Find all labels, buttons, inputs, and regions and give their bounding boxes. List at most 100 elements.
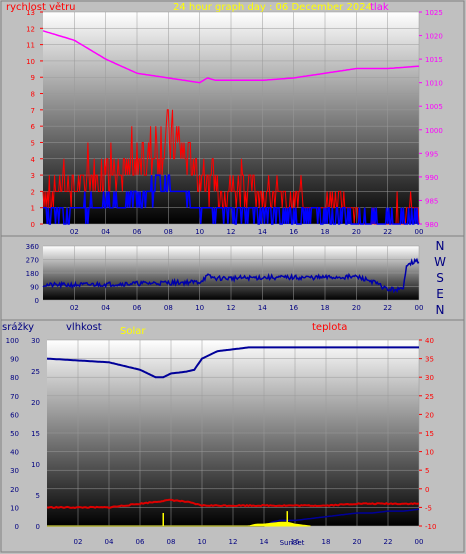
lower-x-tick-label: 04 [105, 538, 114, 546]
rain-y-tick-label: 10 [10, 504, 19, 512]
direction-x-tick-label: 06 [133, 304, 142, 312]
direction-x-tick-label: 10 [195, 304, 204, 312]
wind-gust-line [42, 109, 420, 225]
pressure-y-tick-label: 995 [425, 150, 438, 158]
lower-x-tick-label: 14 [260, 538, 269, 546]
humidity-y-tick-label: 25 [31, 368, 40, 376]
humidity-line [46, 346, 419, 379]
rain-y-tick-label: 80 [10, 374, 19, 382]
direction-x-tick-label: 18 [321, 304, 330, 312]
pressure-label: tlak [370, 2, 389, 13]
wind-y-tick-label: 4 [31, 156, 36, 164]
pressure-y-tick-label: 1005 [425, 103, 443, 111]
wind-y-tick-label: 7 [31, 107, 35, 115]
lower-x-tick-label: 16 [291, 538, 300, 546]
wind-y-tick-label: 10 [26, 58, 35, 66]
humidity-y-tick-label: 20 [31, 399, 40, 407]
wind-y-tick-label: 9 [31, 74, 35, 82]
pressure-y-tick-label: 1010 [425, 80, 443, 88]
compass-s: S [436, 271, 444, 285]
wind-x-tick-label: 00 [415, 228, 424, 236]
wind-x-tick-label: 14 [258, 228, 267, 236]
temp-y-tick-label: 25 [425, 393, 434, 401]
temperature-line [46, 498, 420, 509]
rain-y-tick-label: 90 [10, 356, 19, 364]
direction-x-tick-label: 14 [258, 304, 267, 312]
direction-x-tick-label: 12 [227, 304, 236, 312]
wind-y-tick-label: 6 [31, 123, 36, 131]
temperature-label: teplota [312, 322, 347, 333]
lower-x-tick-label: 08 [167, 538, 176, 546]
rain-y-tick-label: 60 [10, 411, 19, 419]
direction-line [42, 257, 420, 294]
humidity-y-tick-label: 30 [31, 337, 40, 345]
wind-x-tick-label: 18 [321, 228, 330, 236]
direction-y-tick-label: 0 [35, 297, 39, 305]
humidity-y-tick-label: 15 [31, 430, 40, 438]
wind-x-tick-label: 12 [227, 228, 236, 236]
wind-x-tick-label: 02 [70, 228, 79, 236]
direction-x-tick-label: 04 [101, 304, 110, 312]
temp-y-tick-label: -10 [425, 523, 436, 531]
sunset-label: SunSet [280, 539, 305, 547]
wind-x-tick-label: 08 [164, 228, 173, 236]
chart-title: 24 hour graph day : 06 December 2024 [173, 2, 372, 13]
lower-x-tick-label: 02 [74, 538, 83, 546]
wind-x-tick-label: 20 [352, 228, 361, 236]
temp-y-tick-label: 5 [425, 467, 429, 475]
rain-y-tick-label: 70 [10, 393, 19, 401]
pressure-y-tick-label: 985 [425, 197, 438, 205]
pressure-y-tick-label: 1025 [425, 9, 443, 17]
wind-y-tick-label: 13 [26, 9, 35, 17]
pressure-line [42, 30, 420, 84]
wind-y-tick-label: 3 [31, 172, 35, 180]
direction-y-tick-label: 270 [26, 257, 39, 265]
compass-w: W [434, 255, 446, 269]
lower-x-tick-label: 10 [198, 538, 207, 546]
wind-x-tick-label: 22 [383, 228, 392, 236]
temp-y-tick-label: 35 [425, 356, 434, 364]
compass-n-bottom: N [436, 303, 445, 317]
temp-y-tick-label: 15 [425, 430, 434, 438]
lower-x-tick-label: 12 [229, 538, 238, 546]
wind-y-tick-label: 0 [31, 221, 35, 229]
lower-x-tick-label: 06 [136, 538, 145, 546]
rain-y-tick-label: 20 [10, 486, 19, 494]
wind-y-tick-label: 12 [26, 25, 35, 33]
pressure-y-tick-label: 980 [425, 221, 438, 229]
rain-y-tick-label: 50 [10, 430, 19, 438]
lower-x-tick-label: 18 [322, 538, 331, 546]
temp-y-tick-label: 40 [425, 337, 434, 345]
lower-x-tick-label: 20 [353, 538, 362, 546]
pressure-y-tick-label: 1000 [425, 127, 443, 135]
temp-y-tick-label: 20 [425, 411, 434, 419]
wind-x-tick-label: 06 [133, 228, 142, 236]
temp-y-tick-label: 10 [425, 449, 434, 457]
wind-y-tick-label: 5 [31, 139, 35, 147]
wind-y-tick-label: 2 [31, 188, 35, 196]
lower-x-tick-label: 22 [384, 538, 393, 546]
wind-x-tick-label: 16 [289, 228, 298, 236]
solar-label: Solar [120, 326, 146, 337]
rain-y-tick-label: 100 [6, 337, 19, 345]
wind-y-tick-label: 1 [31, 205, 35, 213]
temp-y-tick-label: 30 [425, 374, 434, 382]
direction-x-tick-label: 08 [164, 304, 173, 312]
direction-x-tick-label: 00 [415, 304, 424, 312]
wind-y-tick-label: 8 [31, 91, 35, 99]
direction-x-tick-label: 16 [289, 304, 298, 312]
humidity-label: vlhkost [66, 322, 102, 333]
humidity-y-tick-label: 10 [31, 461, 40, 469]
humidity-y-tick-label: 5 [36, 492, 40, 500]
direction-y-tick-label: 90 [30, 284, 39, 292]
compass-e: E [436, 287, 444, 301]
direction-x-tick-label: 02 [70, 304, 79, 312]
wind-avg-line [43, 174, 419, 225]
pressure-y-tick-label: 1020 [425, 33, 443, 41]
pressure-y-tick-label: 1015 [425, 56, 443, 64]
compass-n-top: N [436, 239, 445, 253]
solar-area [47, 521, 311, 527]
direction-y-tick-label: 360 [26, 243, 39, 251]
wind-x-tick-label: 04 [101, 228, 110, 236]
temp-y-tick-label: -5 [425, 504, 432, 512]
